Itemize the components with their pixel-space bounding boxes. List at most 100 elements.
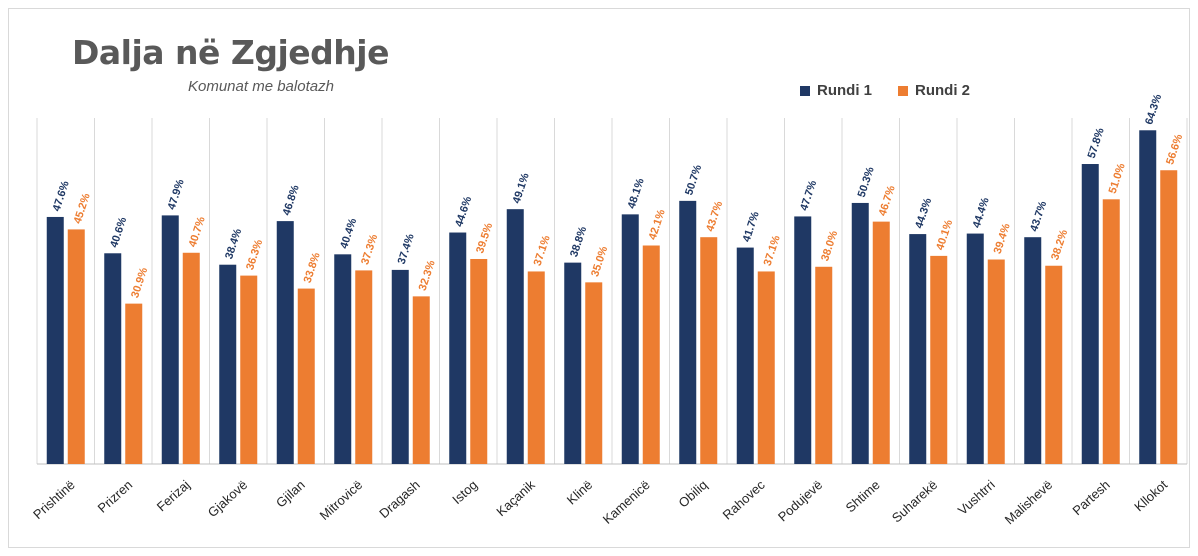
bar-kacanik-rundi-2: [527, 271, 545, 464]
data-label-podujeve-rundi-1: 47.7%: [798, 179, 819, 213]
data-label-dragash-rundi-2: 32.3%: [417, 259, 438, 293]
bar-kllokot-rundi-1: [1139, 130, 1157, 464]
data-label-istog-rundi-1: 44.6%: [453, 195, 474, 229]
tick-label-mitrovice: Mitrovicë: [317, 477, 366, 523]
bar-partesh-rundi-1: [1081, 164, 1099, 464]
data-label-shtime-rundi-2: 46.7%: [877, 184, 898, 218]
legend-item-rundi-1: Rundi 1: [800, 82, 872, 99]
bar-gjilan-rundi-2: [297, 288, 315, 464]
bar-malisheve-rundi-1: [1024, 237, 1042, 464]
tick-label-vushtrri: Vushtrri: [955, 477, 998, 518]
bar-rahovec-rundi-2: [757, 271, 775, 464]
bar-vushtrri-rundi-1: [966, 233, 984, 464]
bar-istog-rundi-2: [470, 258, 488, 464]
chart-legend: Rundi 1 Rundi 2: [800, 82, 996, 99]
data-label-kline-rundi-2: 35.0%: [589, 245, 610, 279]
tick-label-gjilan: Gjilan: [273, 477, 308, 510]
chart-subtitle: Komunat me balotazh: [188, 78, 334, 95]
tick-label-podujeve: Podujevë: [775, 477, 825, 524]
tick-label-kline: Klinë: [564, 477, 596, 507]
bar-gjilan-rundi-1: [276, 221, 294, 464]
bar-gjakove-rundi-1: [219, 264, 237, 464]
bar-prizren-rundi-2: [125, 303, 143, 464]
data-label-ferizaj-rundi-1: 47.9%: [166, 178, 187, 212]
bar-ferizaj-rundi-2: [182, 252, 200, 464]
data-label-gjilan-rundi-1: 46.8%: [281, 183, 302, 217]
data-label-gjilan-rundi-2: 33.8%: [302, 251, 323, 285]
bar-podujeve-rundi-2: [815, 266, 833, 464]
data-label-prishtine-rundi-2: 45.2%: [72, 192, 93, 226]
data-label-mitrovice-rundi-2: 37.3%: [359, 233, 380, 267]
chart-frame: [8, 8, 1190, 548]
tick-label-istog: Istog: [449, 477, 480, 507]
data-label-gjakove-rundi-2: 36.3%: [244, 238, 265, 272]
bar-kline-rundi-1: [564, 262, 582, 464]
data-label-kline-rundi-1: 38.8%: [568, 225, 589, 259]
tick-label-shtime: Shtime: [843, 477, 883, 515]
data-label-rahovec-rundi-1: 41.7%: [741, 210, 762, 244]
data-label-vushtrri-rundi-2: 39.4%: [992, 222, 1013, 256]
data-label-gjakove-rundi-1: 38.4%: [223, 227, 244, 261]
bar-suhareke-rundi-2: [930, 255, 948, 464]
data-label-suhareke-rundi-1: 44.3%: [913, 196, 934, 230]
chart-title: Dalja në Zgjedhje: [72, 33, 389, 72]
bar-rahovec-rundi-1: [736, 247, 754, 464]
bar-partesh-rundi-2: [1102, 199, 1120, 464]
tick-label-dragash: Dragash: [376, 477, 423, 521]
bar-istog-rundi-1: [449, 232, 467, 464]
tick-label-gjakove: Gjakovë: [205, 477, 250, 520]
bar-obiliq-rundi-2: [700, 237, 718, 464]
tick-label-suhareke: Suharekë: [889, 477, 940, 525]
bar-prishtine-rundi-1: [46, 216, 64, 464]
data-label-obiliq-rundi-1: 50.7%: [683, 163, 704, 197]
bar-gjakove-rundi-2: [240, 275, 258, 464]
data-label-kacanik-rundi-2: 37.1%: [532, 234, 553, 268]
bar-dragash-rundi-2: [412, 296, 430, 464]
bar-mitrovice-rundi-1: [334, 254, 352, 464]
tick-label-kamenice: Kamenicë: [600, 477, 653, 527]
data-label-prishtine-rundi-1: 47.6%: [51, 179, 72, 213]
data-label-kacanik-rundi-1: 49.1%: [511, 172, 532, 206]
data-label-kamenice-rundi-1: 48.1%: [626, 177, 647, 211]
legend-item-rundi-2: Rundi 2: [898, 82, 970, 99]
data-label-prizren-rundi-1: 40.6%: [108, 216, 129, 250]
bar-kamenice-rundi-2: [642, 245, 660, 464]
data-label-podujeve-rundi-2: 38.0%: [819, 229, 840, 263]
data-label-dragash-rundi-1: 37.4%: [396, 232, 417, 266]
bar-kline-rundi-2: [585, 282, 603, 464]
bar-prizren-rundi-1: [104, 253, 122, 464]
tick-label-kacanik: Kaçanik: [493, 477, 538, 519]
data-label-shtime-rundi-1: 50.3%: [856, 165, 877, 199]
bar-kamenice-rundi-1: [621, 214, 639, 464]
tick-label-prishtine: Prishtinë: [30, 477, 78, 522]
data-label-ferizaj-rundi-2: 40.7%: [187, 215, 208, 249]
bar-dragash-rundi-1: [391, 269, 409, 464]
bar-shtime-rundi-1: [851, 202, 869, 464]
data-label-malisheve-rundi-1: 43.7%: [1028, 200, 1049, 234]
data-label-suhareke-rundi-2: 40.1%: [934, 218, 955, 252]
tick-label-rahovec: Rahovec: [720, 477, 769, 523]
bar-kllokot-rundi-2: [1160, 170, 1178, 464]
data-label-kllokot-rundi-1: 64.3%: [1143, 93, 1164, 127]
data-label-vushtrri-rundi-1: 44.4%: [971, 196, 992, 230]
tick-label-prizren: Prizren: [95, 477, 136, 516]
bar-shtime-rundi-2: [872, 221, 890, 464]
legend-label-rundi-1: Rundi 1: [817, 82, 872, 99]
data-label-prizren-rundi-2: 30.9%: [129, 266, 150, 300]
data-label-partesh-rundi-1: 57.8%: [1086, 126, 1107, 160]
legend-swatch-rundi-2: [898, 85, 908, 96]
tick-label-obiliq: Obiliq: [676, 477, 711, 510]
bar-vushtrri-rundi-2: [987, 259, 1005, 464]
data-label-malisheve-rundi-2: 38.2%: [1049, 228, 1070, 262]
bar-suhareke-rundi-1: [909, 234, 927, 464]
tick-label-ferizaj: Ferizaj: [154, 477, 193, 514]
bar-kacanik-rundi-1: [506, 209, 524, 464]
bar-ferizaj-rundi-1: [161, 215, 179, 464]
data-label-kllokot-rundi-2: 56.6%: [1164, 133, 1185, 167]
bar-podujeve-rundi-1: [794, 216, 812, 464]
tick-label-kllokot: Kllokot: [1131, 477, 1170, 515]
data-label-obiliq-rundi-2: 43.7%: [704, 200, 725, 234]
data-label-mitrovice-rundi-1: 40.4%: [338, 217, 359, 251]
data-label-partesh-rundi-2: 51.0%: [1107, 162, 1128, 196]
